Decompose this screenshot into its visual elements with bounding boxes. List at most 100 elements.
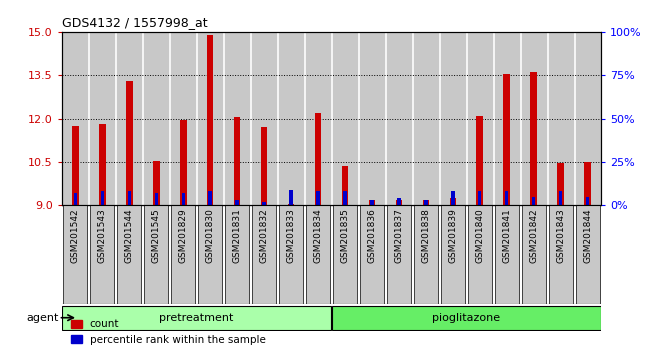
Bar (468, 32, 492, 205)
Bar (576, 205, 600, 304)
Bar (505, 192, 508, 205)
Bar (234, 117, 240, 205)
Bar (171, 32, 195, 205)
Text: GSM201832: GSM201832 (259, 208, 268, 263)
Text: GSM201543: GSM201543 (98, 208, 107, 263)
Text: agent: agent (26, 313, 58, 323)
Bar (207, 35, 213, 205)
Bar (198, 32, 222, 205)
Bar (288, 204, 294, 205)
Bar (504, 74, 510, 205)
Bar (422, 200, 429, 205)
Bar (144, 205, 168, 304)
Bar (279, 205, 303, 304)
Text: GSM201833: GSM201833 (287, 208, 296, 263)
Bar (235, 200, 239, 205)
Bar (306, 205, 330, 304)
Bar (333, 205, 357, 304)
Bar (63, 205, 87, 304)
Bar (397, 198, 400, 205)
Bar (424, 200, 428, 205)
Bar (495, 205, 519, 304)
Bar (584, 162, 591, 205)
Legend: count, percentile rank within the sample: count, percentile rank within the sample (67, 315, 270, 349)
Bar (72, 126, 79, 205)
Bar (522, 205, 546, 304)
Text: GSM201842: GSM201842 (529, 208, 538, 263)
Bar (576, 32, 600, 205)
Bar (586, 196, 590, 205)
Text: GSM201542: GSM201542 (71, 208, 80, 263)
Text: GSM201838: GSM201838 (421, 208, 430, 263)
Text: GSM201837: GSM201837 (395, 208, 404, 263)
Bar (333, 32, 357, 205)
Text: pretreatment: pretreatment (159, 313, 234, 323)
Bar (263, 202, 266, 205)
Bar (414, 32, 438, 205)
Bar (279, 32, 303, 205)
Bar (155, 193, 158, 205)
Bar (117, 32, 141, 205)
Text: GSM201831: GSM201831 (233, 208, 242, 263)
Bar (317, 192, 320, 205)
Bar (342, 166, 348, 205)
Bar (441, 205, 465, 304)
Text: GSM201836: GSM201836 (367, 208, 376, 263)
Text: GSM201841: GSM201841 (502, 208, 512, 263)
Bar (261, 127, 267, 205)
Bar (343, 192, 346, 205)
Bar (370, 200, 374, 205)
Bar (315, 113, 321, 205)
Bar (478, 192, 482, 205)
Text: GSM201830: GSM201830 (205, 208, 214, 263)
Text: GSM201544: GSM201544 (125, 208, 134, 263)
Bar (63, 32, 87, 205)
Bar (332, 306, 601, 330)
Bar (225, 205, 249, 304)
Bar (209, 192, 212, 205)
Bar (450, 198, 456, 205)
Bar (225, 32, 249, 205)
Bar (289, 190, 292, 205)
Bar (522, 32, 546, 205)
Bar (171, 205, 195, 304)
Bar (369, 200, 375, 205)
Text: GSM201834: GSM201834 (313, 208, 322, 263)
Bar (468, 205, 492, 304)
Text: GSM201829: GSM201829 (179, 208, 188, 263)
Bar (441, 32, 465, 205)
Text: GSM201844: GSM201844 (583, 208, 592, 263)
Bar (532, 196, 536, 205)
Bar (476, 116, 483, 205)
Text: GDS4132 / 1557998_at: GDS4132 / 1557998_at (62, 16, 207, 29)
Bar (144, 32, 168, 205)
Bar (90, 32, 114, 205)
Bar (252, 205, 276, 304)
Bar (153, 160, 159, 205)
Bar (559, 192, 562, 205)
Bar (90, 205, 114, 304)
Text: pioglitazone: pioglitazone (432, 313, 500, 323)
Bar (558, 164, 564, 205)
Bar (530, 72, 537, 205)
Bar (198, 205, 222, 304)
Bar (117, 205, 141, 304)
Bar (549, 205, 573, 304)
Bar (414, 205, 438, 304)
Text: GSM201835: GSM201835 (341, 208, 350, 263)
Bar (360, 205, 384, 304)
Text: GSM201840: GSM201840 (475, 208, 484, 263)
Bar (101, 192, 104, 205)
Bar (252, 32, 276, 205)
Text: GSM201545: GSM201545 (151, 208, 161, 263)
Bar (126, 81, 133, 205)
Bar (396, 200, 402, 205)
Bar (99, 124, 105, 205)
Bar (495, 32, 519, 205)
Bar (181, 193, 185, 205)
Bar (387, 205, 411, 304)
Bar (387, 32, 411, 205)
Text: GSM201839: GSM201839 (448, 208, 458, 263)
Bar (451, 192, 454, 205)
Bar (360, 32, 384, 205)
